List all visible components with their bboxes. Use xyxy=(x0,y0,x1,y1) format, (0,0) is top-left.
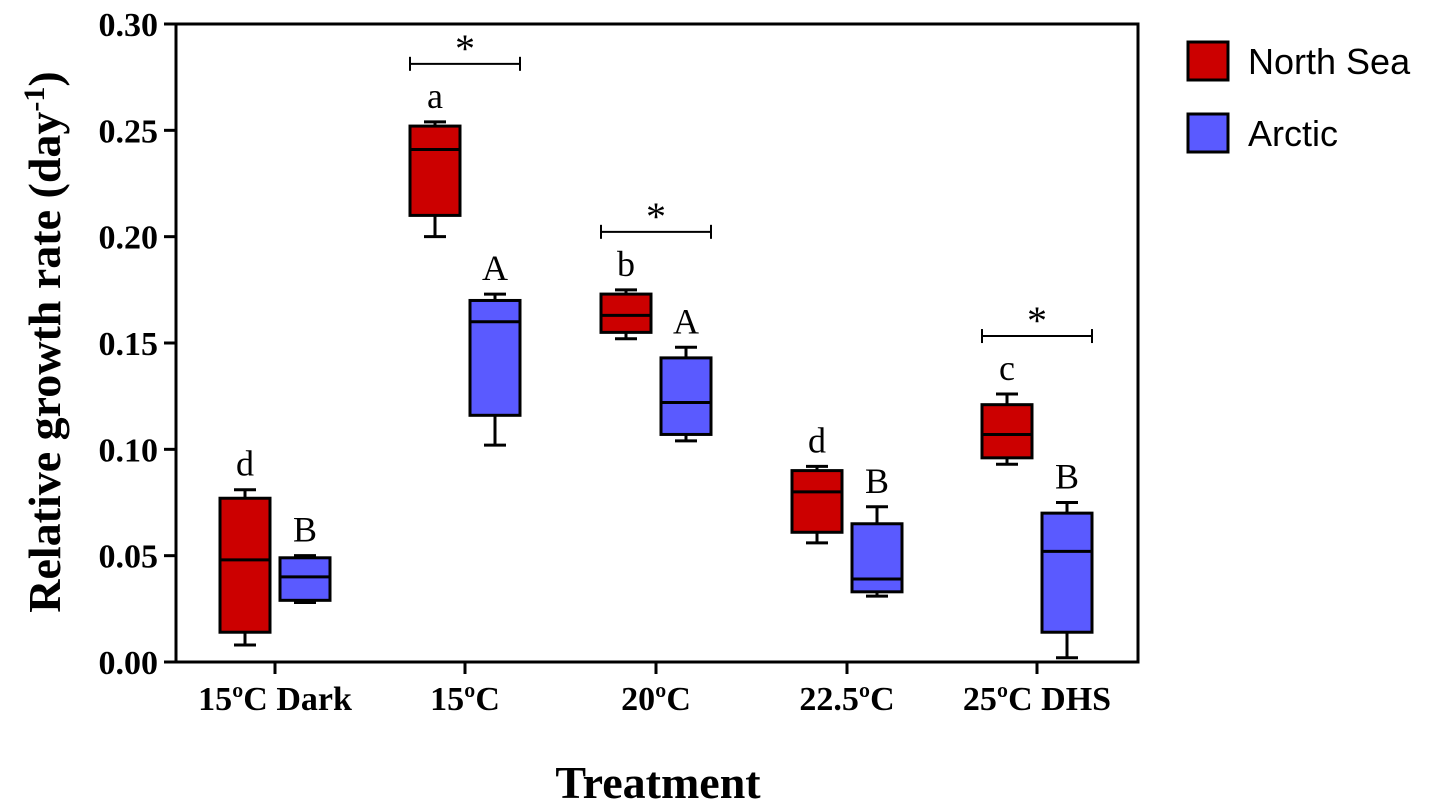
significance-letter: d xyxy=(808,420,826,460)
box-north-sea xyxy=(790,464,844,545)
significance-letter: B xyxy=(293,510,317,550)
y-tick-label: 0.25 xyxy=(99,113,159,150)
box-body xyxy=(790,469,844,534)
significance-asterisk: * xyxy=(1027,298,1047,343)
y-tick-label: 0.20 xyxy=(99,220,159,257)
significance-letter: B xyxy=(1055,457,1079,497)
y-tick-label: 0.05 xyxy=(99,539,159,576)
legend-label: North Sea xyxy=(1248,41,1411,82)
box-north-sea xyxy=(408,120,462,239)
box-north-sea xyxy=(599,288,653,341)
box-arctic xyxy=(1040,501,1094,660)
axes: 0.00 0.05 0.10 0.15 0.20 0.25 0.30 15ºC Dark 15º… xyxy=(99,7,1140,718)
box-body xyxy=(468,298,522,417)
y-axis-title-superscript: -1 xyxy=(18,87,51,112)
box-north-sea xyxy=(218,488,272,647)
box-arctic xyxy=(278,554,332,604)
boxes-layer xyxy=(218,120,1094,660)
annotations-layer: d a b d c B A A B B * * * xyxy=(236,26,1093,550)
y-tick-label: 0.00 xyxy=(99,645,159,682)
box-body xyxy=(850,522,904,594)
significance-letter: b xyxy=(617,244,635,284)
y-axis-title-main: Relative growth rate (day xyxy=(19,112,70,613)
box-north-sea xyxy=(980,392,1034,466)
legend-label: Arctic xyxy=(1248,113,1338,154)
legend-swatch xyxy=(1186,40,1230,82)
significance-letter: A xyxy=(482,248,508,288)
significance-letter: d xyxy=(236,444,254,484)
box-arctic xyxy=(850,505,904,598)
box-body xyxy=(980,403,1034,460)
significance-letter: A xyxy=(673,301,699,341)
significance-letter: B xyxy=(865,461,889,501)
significance-letter: c xyxy=(999,348,1015,388)
box-body xyxy=(1040,511,1094,634)
x-tick-label: 25ºC DHS xyxy=(963,681,1111,718)
box-body xyxy=(218,496,272,634)
x-tick-label: 15ºC Dark xyxy=(198,681,352,718)
box-body xyxy=(408,124,462,217)
y-tick-label: 0.30 xyxy=(99,7,159,44)
y-axis-title-close: ) xyxy=(19,71,70,86)
significance-letter: a xyxy=(427,76,443,116)
y-tick-label: 0.15 xyxy=(99,326,159,363)
box-arctic xyxy=(468,292,522,447)
significance-asterisk: * xyxy=(455,26,475,71)
box-body xyxy=(659,356,713,436)
y-tick-label: 0.10 xyxy=(99,432,159,469)
y-axis-title: Relative growth rate (day-1) xyxy=(18,71,70,613)
legend: North Sea Arctic xyxy=(1186,40,1411,154)
box-arctic xyxy=(659,345,713,443)
significance-asterisk: * xyxy=(646,194,666,239)
x-tick-label: 22.5ºC xyxy=(799,681,894,718)
x-tick-label: 15ºC xyxy=(430,681,500,718)
legend-swatch xyxy=(1186,112,1230,154)
x-axis-title: Treatment xyxy=(555,757,761,805)
x-tick-label: 20ºC xyxy=(621,681,691,718)
box-body xyxy=(599,292,653,334)
box-body xyxy=(278,556,332,602)
